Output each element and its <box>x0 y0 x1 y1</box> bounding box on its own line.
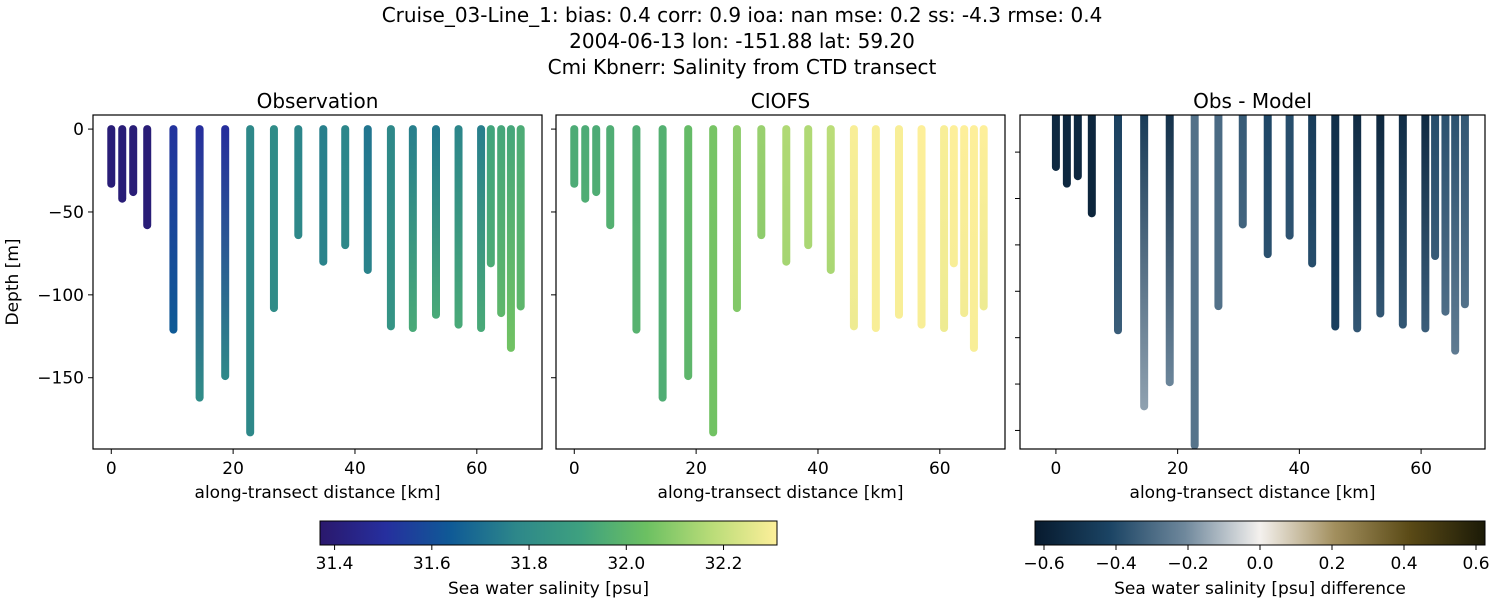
axes-frame <box>555 114 1006 450</box>
x-axis-label: along-transect distance [km] <box>1130 483 1376 503</box>
x-tick-label: 0 <box>106 459 117 479</box>
y-tick-label: −50 <box>48 203 84 223</box>
figure-title-line-2: 2004-06-13 lon: -151.88 lat: 59.20 <box>569 29 915 53</box>
panel-obs: Observation 0 20 40 60 0 −50 −100 −150 along-tran… <box>37 89 543 503</box>
colorbar-label: Sea water salinity [psu] difference <box>1114 579 1406 599</box>
colorbar-tick-label: 0.6 <box>1462 554 1489 574</box>
x-tick-label: 20 <box>222 459 244 479</box>
colorbar-tick-label: 0.0 <box>1246 554 1273 574</box>
casts <box>107 125 525 437</box>
x-tick-label: 60 <box>1410 459 1432 479</box>
colorbar-gradient-bar <box>319 520 778 546</box>
y-tick-label: 0 <box>73 120 84 140</box>
colorbar-tick-label: 31.4 <box>316 554 354 574</box>
colorbar-tick-label: 0.2 <box>1318 554 1345 574</box>
panel-title: Obs - Model <box>1193 89 1312 113</box>
colorbar-tick-label: 32.2 <box>705 554 743 574</box>
colorbar-tick-label: −0.4 <box>1095 554 1136 574</box>
y-axis-label: Depth [m] <box>3 238 23 325</box>
y-tick-label: −100 <box>37 286 84 306</box>
colorbar-tick-label: 31.6 <box>413 554 451 574</box>
panel-diff: Obs - Model 0 20 40 60 along-transect distanc… <box>1015 89 1486 503</box>
panel-title: Observation <box>257 89 379 113</box>
casts <box>1051 115 1469 449</box>
axes-frame <box>1019 114 1486 450</box>
y-tick-label: −150 <box>37 369 84 389</box>
colorbar-tick-label: 0.4 <box>1390 554 1417 574</box>
x-axis-label: along-transect distance [km] <box>195 483 441 503</box>
figure-title-line-3: Cmi Kbnerr: Salinity from CTD transect <box>548 55 937 79</box>
axes-frame <box>92 114 543 450</box>
colorbar-1: −0.6 −0.4 −0.2 0.0 0.2 0.4 0.6 Sea water salini… <box>1023 520 1490 599</box>
colorbar-gradient-bar <box>1034 520 1486 546</box>
x-tick-label: 60 <box>929 459 951 479</box>
x-tick-label: 40 <box>1289 459 1311 479</box>
x-tick-label: 40 <box>344 459 366 479</box>
x-tick-label: 40 <box>807 459 829 479</box>
colorbar-tick-label: −0.6 <box>1023 554 1064 574</box>
x-tick-label: 60 <box>466 459 488 479</box>
colorbar-0: 31.4 31.6 31.8 32.0 32.2 Sea water salinity [… <box>316 520 778 599</box>
x-tick-label: 0 <box>1050 459 1061 479</box>
colorbar-tick-label: −0.2 <box>1167 554 1208 574</box>
casts <box>570 125 988 437</box>
figure-title-line-1: Cruise_03-Line_1: bias: 0.4 corr: 0.9 io… <box>382 3 1103 27</box>
x-tick-label: 20 <box>1167 459 1189 479</box>
colorbar-label: Sea water salinity [psu] <box>448 579 649 599</box>
x-axis-label: along-transect distance [km] <box>658 483 904 503</box>
x-tick-label: 0 <box>569 459 580 479</box>
colorbar-tick-label: 32.0 <box>607 554 645 574</box>
x-tick-label: 20 <box>685 459 707 479</box>
panel-title: CIOFS <box>751 89 810 113</box>
panel-model: CIOFS 0 20 40 60 along-transect distance [km] <box>551 89 1006 503</box>
colorbar-tick-label: 31.8 <box>510 554 548 574</box>
